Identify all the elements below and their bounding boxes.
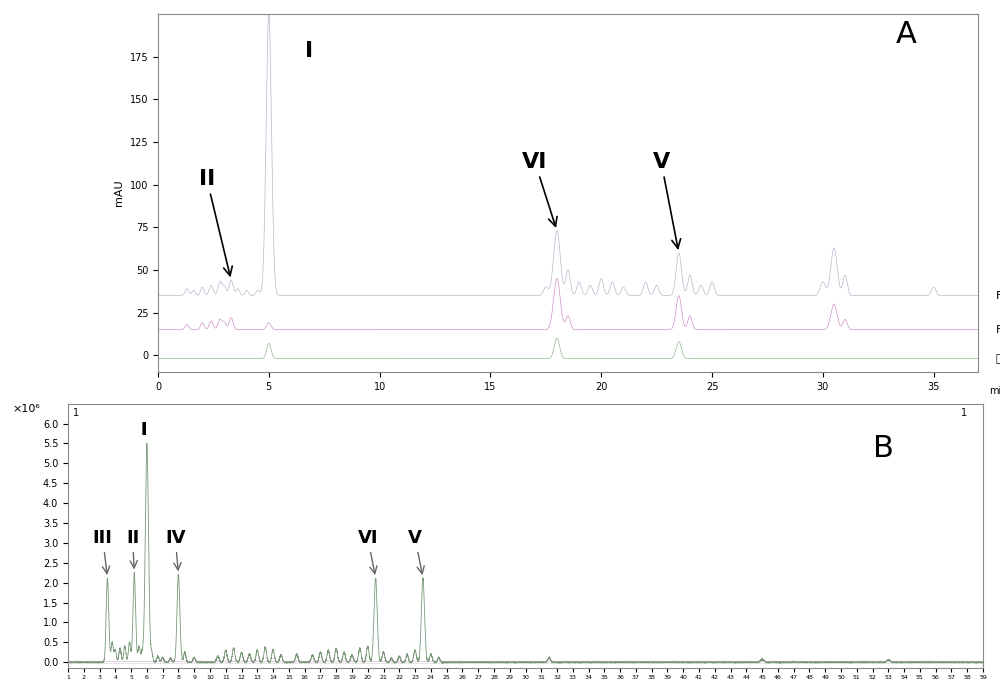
- Text: IV: IV: [165, 529, 186, 570]
- Text: ×10⁶: ×10⁶: [13, 404, 41, 413]
- Text: III: III: [93, 529, 113, 574]
- Text: 1: 1: [73, 408, 79, 418]
- Y-axis label: mAU: mAU: [114, 180, 124, 207]
- Text: II: II: [126, 529, 139, 568]
- Text: I: I: [305, 40, 313, 61]
- Text: I: I: [140, 422, 147, 439]
- Text: B: B: [873, 434, 894, 463]
- Text: V: V: [652, 152, 681, 248]
- Text: FW: FW: [996, 325, 1000, 335]
- Text: V: V: [408, 529, 424, 574]
- Text: I: I: [140, 422, 148, 439]
- Text: VI: VI: [357, 529, 378, 574]
- Text: II: II: [199, 168, 232, 276]
- Text: VI: VI: [522, 152, 557, 226]
- Text: min: min: [989, 386, 1000, 396]
- Text: 混合标准品: 混合标准品: [996, 354, 1000, 364]
- Text: 1: 1: [961, 408, 967, 418]
- Text: FA: FA: [996, 290, 1000, 301]
- Text: A: A: [896, 19, 917, 49]
